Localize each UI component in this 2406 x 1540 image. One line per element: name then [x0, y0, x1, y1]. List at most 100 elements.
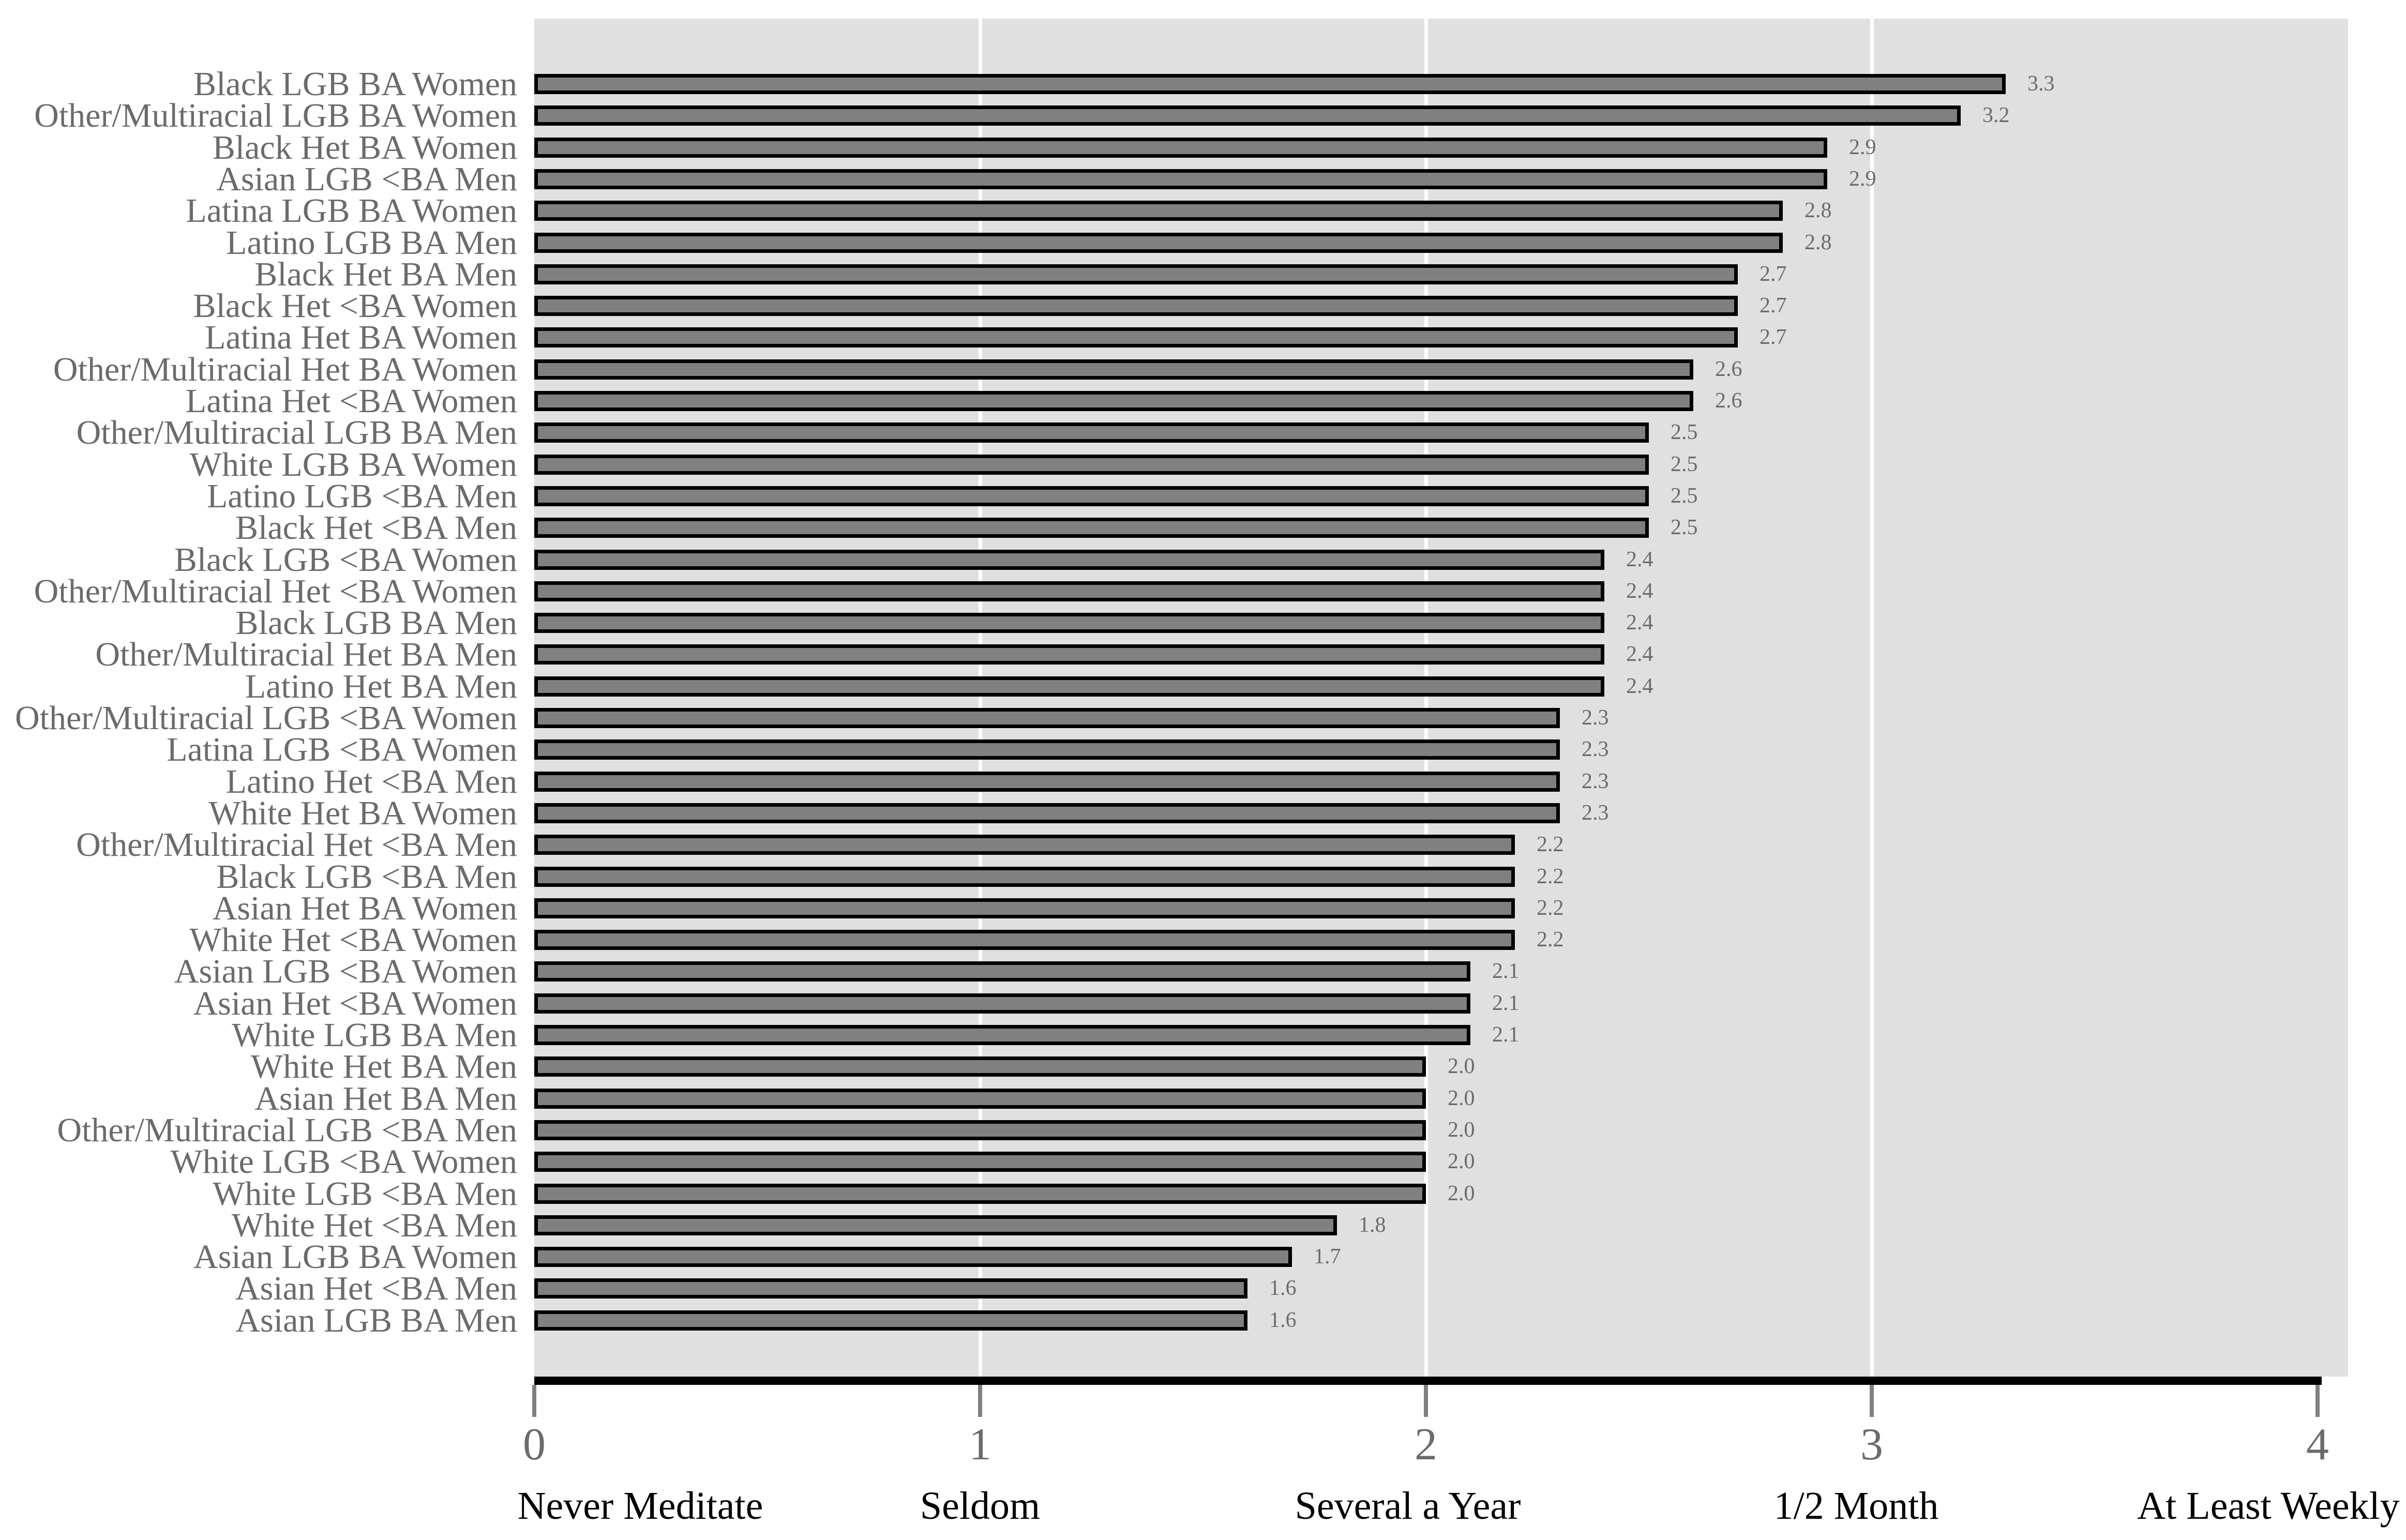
value-label: 2.5: [1671, 420, 1698, 444]
value-label: 2.6: [1715, 357, 1742, 381]
category-label: Other/Multiracial LGB BA Men: [76, 414, 517, 451]
value-label: 2.5: [1671, 484, 1698, 508]
category-label: Latino Het <BA Men: [225, 763, 517, 801]
value-label: 2.8: [1804, 199, 1832, 222]
x-axis-category-label: Never Meditate: [517, 1484, 763, 1528]
bar: [534, 867, 1515, 887]
bar: [534, 708, 1560, 728]
value-label: 2.3: [1582, 801, 1609, 825]
category-labels-layer: Black LGB BA Women Other/Multiracial LGB …: [0, 19, 517, 1377]
category-label: Other/Multiracial LGB BA Women: [34, 97, 517, 134]
bar: [534, 772, 1560, 792]
category-label: Latino LGB <BA Men: [206, 477, 517, 515]
bar: [534, 1120, 1426, 1140]
bar: [534, 676, 1604, 697]
category-label: Other/Multiracial Het <BA Women: [34, 572, 517, 610]
category-label: Black Het BA Men: [254, 255, 517, 293]
value-label: 2.5: [1671, 452, 1698, 476]
category-label: Other/Multiracial Het BA Men: [95, 636, 517, 673]
bar: [534, 1310, 1247, 1331]
x-tick-label: 4: [2306, 1420, 2329, 1470]
category-label: Black LGB BA Women: [193, 65, 517, 103]
bar: [534, 359, 1693, 380]
bar: [534, 1056, 1426, 1077]
bar: [534, 1215, 1337, 1235]
x-axis-category-label: 1/2 Month: [1773, 1484, 1939, 1528]
value-label: 2.5: [1671, 516, 1698, 539]
bar: [534, 105, 1961, 126]
category-label: Other/Multiracial Het BA Women: [53, 351, 517, 388]
x-axis-category-label: Several a Year: [1295, 1484, 1521, 1528]
bar: [534, 644, 1604, 665]
bar: [534, 518, 1649, 538]
category-label: Black LGB BA Men: [235, 604, 517, 642]
category-label: Asian LGB BA Men: [235, 1302, 518, 1339]
category-label: Asian LGB <BA Men: [216, 160, 517, 198]
x-tick-label: 3: [1860, 1420, 1883, 1470]
category-label: Latina Het BA Women: [205, 319, 517, 356]
bar: [534, 930, 1515, 950]
bar: [534, 74, 2006, 94]
category-label: Other/Multiracial LGB <BA Women: [14, 699, 517, 737]
x-axis-category-label: At Least Weekly: [2137, 1484, 2400, 1528]
category-label: Latino Het BA Men: [245, 668, 517, 705]
value-label: 2.4: [1626, 674, 1653, 698]
bar: [534, 803, 1560, 823]
value-label: 2.0: [1448, 1054, 1475, 1078]
category-label: White Het BA Men: [250, 1048, 517, 1085]
x-tick: [1424, 1385, 1428, 1417]
bar: [534, 1184, 1426, 1204]
x-tick-label: 0: [523, 1420, 546, 1470]
plot-area: 3.3 3.2 2.9 2.9 2.8 2.8 2.7 2.7 2.7 2.6 2.6 2.5 2.5 2…: [534, 19, 2348, 1377]
category-label: Latina LGB <BA Women: [167, 731, 517, 768]
value-label: 2.9: [1849, 135, 1876, 159]
category-label: White LGB BA Women: [189, 446, 517, 484]
category-label: Latino LGB BA Men: [226, 224, 517, 262]
x-tick: [532, 1385, 536, 1417]
bar: [534, 550, 1604, 570]
value-label: 3.2: [1982, 103, 2010, 127]
x-tick: [2315, 1385, 2320, 1417]
category-label: White LGB <BA Women: [170, 1143, 517, 1181]
category-label: Asian Het BA Women: [212, 889, 517, 927]
value-label: 1.8: [1359, 1213, 1386, 1237]
value-label: 3.3: [2027, 72, 2055, 96]
bar: [534, 422, 1649, 443]
value-label: 2.1: [1492, 991, 1520, 1015]
bar: [534, 169, 1827, 189]
bar: [534, 581, 1604, 601]
category-label: White Het BA Women: [208, 794, 517, 832]
value-label: 2.0: [1448, 1182, 1475, 1205]
bar: [534, 613, 1604, 633]
category-label: Black Het <BA Men: [235, 509, 517, 547]
value-label: 2.4: [1626, 611, 1653, 635]
value-label: 1.6: [1269, 1308, 1297, 1332]
value-label: 2.7: [1760, 325, 1787, 349]
category-label: White Het <BA Men: [231, 1206, 517, 1244]
bar: [534, 993, 1470, 1014]
bar: [534, 1025, 1470, 1045]
value-label: 2.2: [1537, 865, 1564, 888]
bar: [534, 1247, 1292, 1267]
value-label: 2.0: [1448, 1086, 1475, 1110]
gridline-x1: [979, 19, 982, 1377]
value-label: 2.0: [1448, 1150, 1475, 1173]
bar: [534, 739, 1560, 760]
bar: [534, 835, 1515, 855]
category-label: Other/Multiracial LGB <BA Men: [57, 1111, 517, 1149]
value-label: 2.4: [1626, 548, 1653, 571]
value-label: 2.7: [1760, 294, 1787, 318]
x-tick-label: 2: [1415, 1420, 1437, 1470]
bar: [534, 391, 1693, 411]
category-label: Other/Multiracial Het <BA Men: [76, 826, 517, 864]
x-tick-label: 1: [969, 1420, 991, 1470]
value-label: 2.2: [1537, 928, 1564, 952]
x-tick: [978, 1385, 982, 1417]
value-label: 2.9: [1849, 167, 1876, 191]
category-label: White LGB BA Men: [232, 1016, 517, 1054]
bar: [534, 296, 1738, 316]
value-label: 2.3: [1582, 706, 1609, 730]
value-label: 2.2: [1537, 833, 1564, 856]
value-label: 2.7: [1760, 262, 1787, 286]
